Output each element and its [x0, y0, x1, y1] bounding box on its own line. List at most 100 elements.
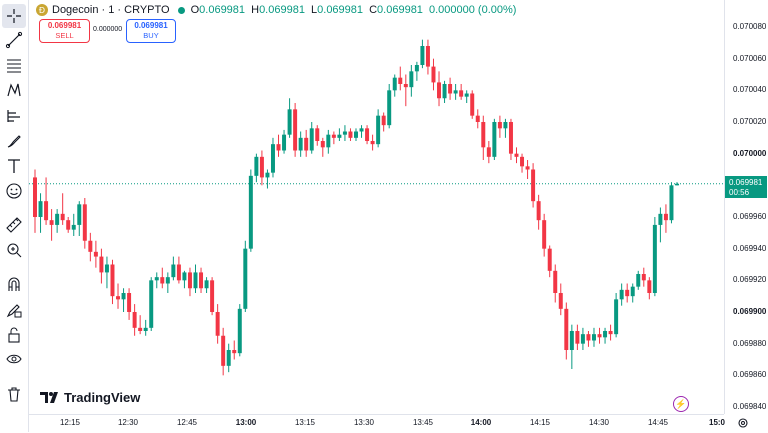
candle-body	[276, 144, 281, 151]
candle-body	[381, 115, 386, 126]
candle-body	[33, 177, 37, 217]
candle-body	[77, 204, 82, 225]
candle	[320, 137, 325, 157]
candle	[553, 264, 558, 303]
emoji-icon[interactable]	[2, 179, 26, 203]
price-tick-label: 0.070060	[733, 53, 767, 63]
candle	[204, 277, 209, 293]
ruler-icon[interactable]	[2, 213, 26, 237]
candle-body	[49, 220, 54, 225]
pattern-icon[interactable]	[2, 78, 26, 102]
candle	[625, 283, 630, 303]
candle-body	[431, 66, 436, 83]
candle-body	[348, 131, 353, 138]
candle-body	[331, 134, 336, 138]
candle	[365, 125, 370, 145]
candle-body	[442, 84, 447, 99]
candle	[409, 65, 414, 97]
candle-body	[420, 46, 425, 65]
candle	[77, 201, 82, 236]
candle	[232, 340, 237, 360]
candle-body	[165, 277, 170, 284]
candle-body	[542, 220, 547, 249]
text-icon[interactable]	[2, 154, 26, 178]
price-chart[interactable]	[29, 0, 724, 414]
candle-body	[564, 308, 569, 350]
candle	[591, 327, 596, 347]
forecast-icon[interactable]	[2, 104, 26, 128]
candle-body	[630, 286, 635, 297]
candle	[437, 71, 442, 107]
candle-body	[298, 137, 303, 151]
candle-body	[132, 312, 137, 328]
time-tick-label: 13:00	[235, 418, 257, 427]
candle-body	[641, 274, 646, 281]
candle-body	[503, 122, 508, 129]
candle-body	[547, 248, 552, 271]
time-tick-label: 12:15	[59, 418, 81, 427]
candle-body	[575, 331, 580, 344]
candle-body	[652, 224, 657, 293]
candle	[121, 288, 126, 312]
eye-icon[interactable]	[2, 347, 26, 371]
candle	[176, 256, 181, 284]
candle	[647, 277, 652, 300]
candle-body	[470, 93, 475, 116]
flash-icon[interactable]: ⚡	[673, 396, 689, 412]
candle	[182, 270, 187, 289]
lock-drawing-icon[interactable]	[2, 298, 26, 322]
candle	[547, 245, 552, 278]
crosshair-icon[interactable]	[2, 4, 26, 28]
candle	[187, 267, 192, 297]
candle-body	[569, 331, 574, 350]
candle	[149, 277, 154, 331]
settings-gear-icon[interactable]	[735, 415, 751, 431]
magnet-icon[interactable]	[2, 272, 26, 296]
candle-body	[497, 122, 502, 129]
trash-icon[interactable]	[2, 382, 26, 406]
candle	[99, 248, 104, 284]
candle-body	[475, 115, 480, 122]
candle-body	[669, 185, 674, 221]
symbol-title[interactable]: Dogecoin · 1 · CRYPTO	[52, 4, 170, 16]
candle-body	[481, 122, 486, 148]
candle	[453, 84, 458, 100]
sell-button[interactable]: 0.069981 SELL	[39, 19, 90, 43]
candle	[497, 115, 502, 138]
candle-body	[182, 272, 187, 281]
candle	[210, 277, 215, 316]
zoom-in-icon[interactable]	[2, 238, 26, 262]
candle-body	[437, 82, 442, 99]
candle-body	[647, 280, 652, 293]
candle	[226, 343, 231, 373]
candle	[342, 125, 347, 141]
trendline-icon[interactable]	[2, 28, 26, 52]
price-tick-label: 0.069860	[733, 370, 767, 380]
candle	[525, 160, 530, 179]
price-scale[interactable]: 0.070080 0.070060 0.070040 0.070020 0.070000…	[724, 0, 768, 414]
price-tick-label: 0.070080	[733, 22, 767, 31]
time-scale[interactable]: 12:15 12:30 12:45 13:00 13:15 13:30 13:45 14:00…	[29, 414, 725, 433]
candle-body	[138, 327, 143, 331]
fib-icon[interactable]	[2, 53, 26, 77]
candle-body	[88, 240, 93, 252]
candle	[193, 264, 198, 293]
candle-body	[597, 334, 602, 338]
buy-button[interactable]: 0.069981 BUY	[126, 19, 176, 43]
candle	[614, 293, 619, 338]
candle-body	[116, 296, 121, 300]
candle	[71, 213, 76, 236]
candle	[55, 209, 60, 233]
lock-icon[interactable]	[2, 323, 26, 347]
candle	[514, 147, 519, 164]
candle	[619, 283, 624, 306]
candle	[575, 324, 580, 350]
candle-body	[259, 156, 264, 178]
candle	[569, 324, 574, 369]
candle-body	[414, 65, 419, 72]
candle-body	[625, 289, 630, 297]
candle-body	[591, 334, 596, 341]
candle	[171, 256, 176, 281]
candle-body	[370, 141, 375, 145]
brush-icon[interactable]	[2, 129, 26, 153]
